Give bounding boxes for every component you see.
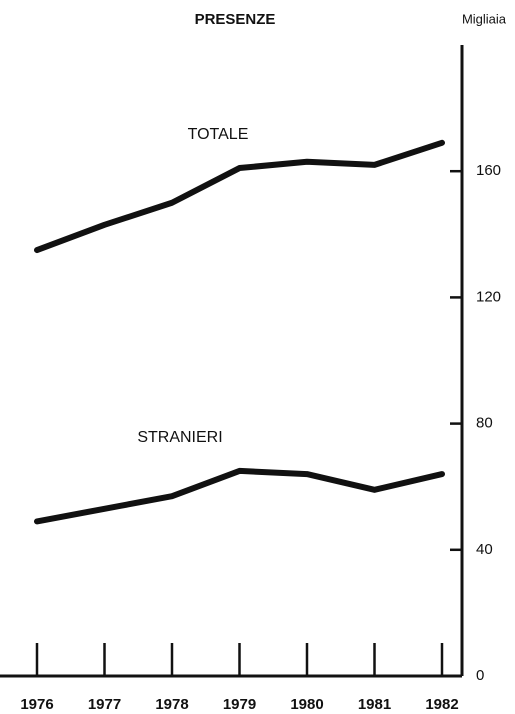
x-tick-label: 1977 (88, 696, 121, 713)
y-axis-label: Migliaia (462, 11, 507, 26)
x-tick-label: 1979 (223, 696, 256, 713)
series-label: TOTALE (188, 126, 249, 143)
y-tick-label: 80 (476, 415, 493, 432)
y-tick-label: 120 (476, 288, 501, 305)
x-tick-label: 1981 (358, 696, 391, 713)
y-tick-label: 160 (476, 162, 501, 179)
y-tick-label: 0 (476, 667, 484, 684)
x-tick-label: 1978 (155, 696, 188, 713)
x-tick-label: 1976 (20, 696, 53, 713)
series-line (34, 139, 445, 254)
chart-title: PRESENZE (195, 11, 276, 28)
x-tick-label: 1982 (425, 696, 458, 713)
series-label: STRANIERI (137, 429, 222, 446)
series-line (34, 467, 445, 525)
x-tick-label: 1980 (290, 696, 323, 713)
y-tick-label: 40 (476, 541, 493, 558)
